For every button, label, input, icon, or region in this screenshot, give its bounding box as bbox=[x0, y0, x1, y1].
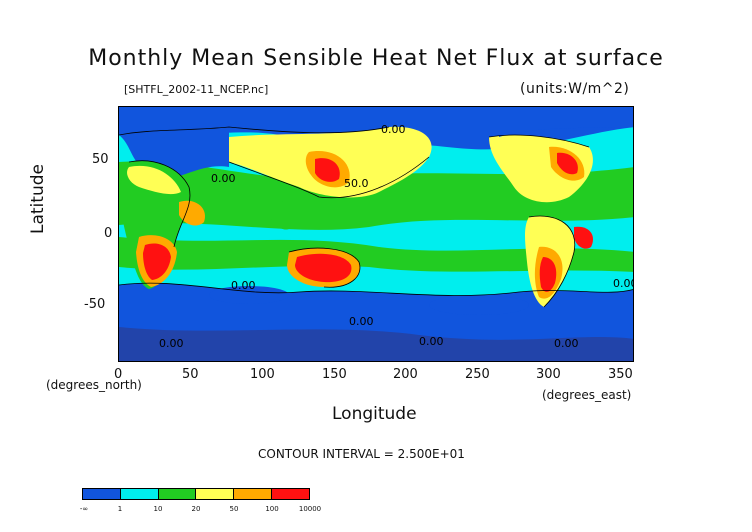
contour-label: 0.00 bbox=[419, 335, 444, 348]
colorbar-swatch bbox=[120, 489, 159, 499]
x-tick-label: 150 bbox=[322, 367, 347, 382]
contour-label: 0.00 bbox=[159, 337, 184, 350]
x-tick-label: 0 bbox=[114, 367, 123, 382]
contour-label: 50.0 bbox=[344, 177, 369, 190]
flux-map: 0.00 0.00 50.0 0.00 0.00 0.00 0.00 0.00 … bbox=[118, 106, 634, 362]
x-axis-units: (degrees_east) bbox=[542, 388, 632, 402]
colorbar-label: 10 bbox=[153, 505, 163, 513]
x-tick-label: 50 bbox=[182, 367, 199, 382]
chart-title: Monthly Mean Sensible Heat Net Flux at s… bbox=[88, 46, 664, 71]
y-axis-units: (degrees_north) bbox=[46, 378, 142, 392]
colorbar-label: 10000 bbox=[298, 505, 322, 513]
contour-label: 0.00 bbox=[613, 277, 634, 290]
x-tick-label: 250 bbox=[465, 367, 490, 382]
y-tick-label: -50 bbox=[84, 297, 106, 312]
x-axis-label: Longitude bbox=[332, 404, 417, 424]
y-axis-label: Latitude bbox=[28, 164, 48, 234]
colorbar-label: -∞ bbox=[79, 505, 89, 513]
contour-label: 0.00 bbox=[381, 123, 406, 136]
colorbar bbox=[82, 488, 310, 500]
contour-interval-label: CONTOUR INTERVAL = 2.500E+01 bbox=[258, 447, 465, 461]
colorbar-swatch bbox=[158, 489, 197, 499]
units-label: (units:W/m^2) bbox=[520, 81, 630, 97]
colorbar-swatch bbox=[234, 489, 273, 499]
contour-label: 0.00 bbox=[231, 279, 256, 292]
colorbar-label: 100 bbox=[265, 505, 279, 513]
contour-label: 0.00 bbox=[211, 172, 236, 185]
colorbar-label: 50 bbox=[229, 505, 239, 513]
source-file-label: [SHTFL_2002-11_NCEP.nc] bbox=[124, 83, 269, 96]
colorbar-label: 20 bbox=[191, 505, 201, 513]
contour-label: 0.00 bbox=[349, 315, 374, 328]
x-tick-label: 300 bbox=[536, 367, 561, 382]
colorbar-swatch bbox=[196, 489, 235, 499]
colorbar-swatch bbox=[83, 489, 121, 499]
y-tick-label: 0 bbox=[104, 226, 113, 241]
x-tick-label: 350 bbox=[608, 367, 633, 382]
colorbar-swatch bbox=[272, 489, 309, 499]
y-tick-label: 50 bbox=[92, 152, 109, 167]
x-tick-label: 100 bbox=[250, 367, 275, 382]
colorbar-label: 1 bbox=[117, 505, 123, 513]
contour-label: 0.00 bbox=[554, 337, 579, 350]
x-tick-label: 200 bbox=[393, 367, 418, 382]
